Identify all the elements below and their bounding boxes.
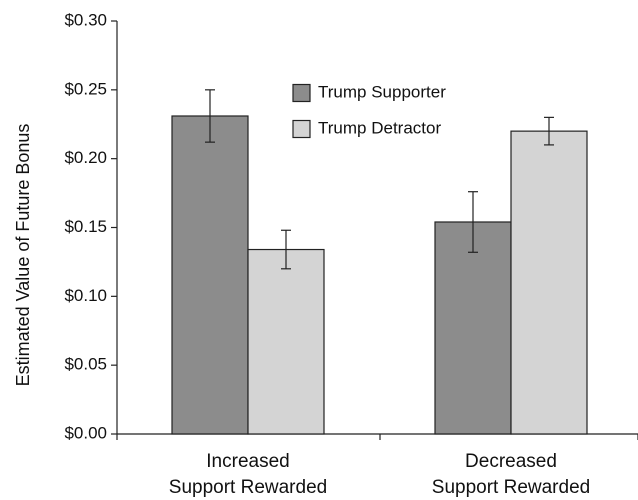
- bar-supporter-decreased: [434, 221, 512, 435]
- bar-detractor-decreased: [510, 130, 588, 435]
- legend-swatch: [292, 83, 311, 103]
- bar-supporter-increased: [171, 115, 249, 435]
- y-tick-label: $0.30: [64, 10, 107, 29]
- legend-label: Trump Detractor: [318, 118, 441, 137]
- plot-area: $0.00 $0.05 $0.10 $0.15 $0.20 $0.25 $0.30 Incre…: [64, 10, 638, 498]
- category-label: Support Rewarded: [169, 477, 327, 498]
- y-tick-label: $0.00: [64, 423, 107, 442]
- y-tick-label: $0.15: [64, 217, 107, 236]
- y-axis-title: Estimated Value of Future Bonus: [13, 124, 33, 387]
- category-label: Decreased: [465, 451, 557, 472]
- category-label: Support Rewarded: [432, 477, 590, 498]
- y-tick-label: $0.05: [64, 355, 107, 374]
- y-tick-label: $0.25: [64, 79, 107, 98]
- category-label: Increased: [206, 451, 289, 472]
- y-tick-label: $0.10: [64, 286, 107, 305]
- legend-label: Trump Supporter: [318, 82, 446, 101]
- legend-swatch: [292, 119, 311, 139]
- y-axis-title-group: Estimated Value of Future Bonus: [13, 124, 33, 387]
- y-tick-label: $0.20: [64, 148, 107, 167]
- bar-detractor-increased: [247, 248, 325, 435]
